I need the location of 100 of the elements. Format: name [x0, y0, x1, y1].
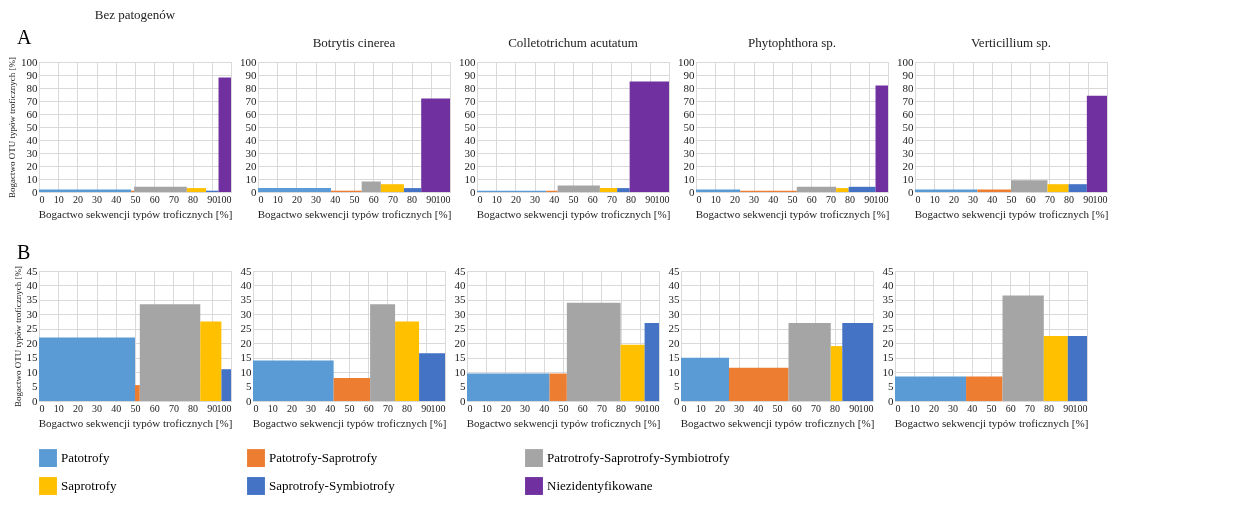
- x-tick-label: 90: [421, 402, 432, 414]
- x-axis-title: Bogactwo sekwencji typów troficznych [%]: [38, 416, 233, 429]
- x-tick-label: 40: [325, 402, 336, 414]
- y-tick-label: 50: [26, 120, 38, 133]
- x-tick-label: 10: [53, 193, 64, 205]
- y-tick-label: 100: [21, 55, 38, 68]
- x-tick-label: 20: [928, 402, 939, 414]
- y-tick-label: 30: [882, 307, 894, 320]
- legend-label: Saprotrofy: [61, 478, 118, 493]
- x-tick-label: 60: [577, 402, 588, 414]
- y-tick-label: 60: [26, 107, 38, 120]
- x-tick-label: 60: [363, 402, 374, 414]
- y-tick-label: 40: [464, 133, 476, 146]
- x-tick-label: 50: [772, 402, 783, 414]
- x-tick-label: 100: [644, 402, 660, 414]
- y-tick-label: 45: [454, 264, 466, 277]
- y-tick-label: 60: [245, 107, 257, 120]
- y-tick-label: 70: [245, 94, 257, 107]
- y-tick-label: 50: [902, 120, 914, 133]
- x-axis-title: Bogactwo sekwencji typów troficznych [%]: [894, 416, 1089, 429]
- y-tick-label: 30: [26, 307, 38, 320]
- x-tick-label: 20: [286, 402, 297, 414]
- x-tick-label: 20: [291, 193, 302, 205]
- chart-title: Botrytis cinerea: [312, 35, 396, 50]
- y-tick-label: 20: [26, 336, 38, 349]
- y-tick-label: 80: [26, 81, 38, 94]
- y-tick-label: 20: [245, 159, 257, 172]
- x-tick-label: 40: [111, 193, 122, 205]
- y-tick-label: 50: [245, 120, 257, 133]
- x-tick-label: 60: [149, 402, 160, 414]
- x-axis-title: Bogactwo sekwencji typów troficznych [%]: [476, 207, 671, 220]
- x-tick-label: 100: [216, 193, 232, 205]
- legend-label: Patotrofy: [61, 450, 110, 466]
- x-tick-label: 90: [645, 193, 656, 205]
- x-tick-label: 10: [272, 193, 283, 205]
- x-tick-label: 30: [92, 193, 103, 205]
- x-tick-label: 10: [267, 402, 278, 414]
- y-tick-label: 10: [240, 365, 252, 378]
- x-tick-label: 70: [168, 193, 179, 205]
- x-tick-label: 30: [968, 193, 979, 205]
- y-tick-label: 5: [888, 380, 894, 393]
- y-tick-label: 40: [683, 133, 695, 146]
- y-tick-label: 5: [246, 380, 252, 393]
- x-tick-label: 40: [539, 402, 550, 414]
- y-tick-label: 15: [882, 351, 894, 364]
- y-tick-label: 10: [882, 365, 894, 378]
- x-axis-title: Bogactwo sekwencji typów troficznych [%]: [38, 207, 233, 220]
- y-tick-label: 30: [454, 307, 466, 320]
- x-tick-label: 80: [830, 402, 841, 414]
- x-tick-label: 80: [188, 193, 199, 205]
- y-tick-label: 40: [454, 278, 466, 291]
- x-tick-label: 30: [530, 193, 541, 205]
- x-tick-label: 50: [986, 402, 997, 414]
- x-tick-label: 50: [130, 193, 141, 205]
- y-tick-label: 80: [464, 81, 476, 94]
- x-tick-label: 80: [402, 402, 413, 414]
- legend-label: Patrotrofy-Saprotrofy-Symbiotrofy: [547, 450, 731, 466]
- y-tick-label: 15: [668, 351, 680, 364]
- x-tick-label: 20: [948, 193, 959, 205]
- y-tick-label: 90: [26, 68, 38, 81]
- x-tick-label: 80: [407, 193, 418, 205]
- y-tick-label: 90: [245, 68, 257, 81]
- x-tick-label: 70: [1024, 402, 1035, 414]
- x-tick-label: 60: [149, 193, 160, 205]
- y-tick-label: 15: [454, 351, 466, 364]
- chart-title: Colletotrichum acutatum: [508, 35, 638, 50]
- y-tick-label: 35: [454, 293, 466, 306]
- y-tick-label: 70: [26, 94, 38, 107]
- y-tick-label: 30: [683, 146, 695, 159]
- x-tick-label: 30: [311, 193, 322, 205]
- y-tick-label: 100: [678, 55, 695, 68]
- y-tick-label: 10: [26, 172, 38, 185]
- y-tick-label: 25: [882, 322, 894, 335]
- x-tick-label: 100: [216, 402, 232, 414]
- x-tick-label: 30: [92, 402, 103, 414]
- y-tick-label: 20: [902, 159, 914, 172]
- x-tick-label: 50: [344, 402, 355, 414]
- y-axis-title: Bogactwo OTU typów troficznych [%]: [7, 57, 17, 198]
- x-tick-label: 70: [1044, 193, 1055, 205]
- y-tick-label: 35: [240, 293, 252, 306]
- chart-title: Phytophthora sp.: [747, 35, 837, 50]
- x-tick-label: 50: [787, 193, 798, 205]
- x-tick-label: 80: [626, 193, 637, 205]
- y-tick-label: 25: [668, 322, 680, 335]
- y-tick-label: 30: [668, 307, 680, 320]
- x-tick-label: 80: [1064, 193, 1075, 205]
- y-tick-label: 100: [240, 55, 257, 68]
- y-tick-label: 70: [683, 94, 695, 107]
- y-tick-label: 60: [464, 107, 476, 120]
- y-tick-label: 35: [882, 293, 894, 306]
- x-tick-label: 90: [207, 402, 218, 414]
- y-tick-label: 80: [245, 81, 257, 94]
- y-tick-label: 20: [683, 159, 695, 172]
- x-tick-label: 30: [734, 402, 745, 414]
- y-tick-label: 80: [902, 81, 914, 94]
- y-tick-label: 35: [26, 293, 38, 306]
- x-axis-title: Bogactwo sekwencji typów troficznych [%]: [914, 207, 1109, 220]
- y-tick-label: 30: [245, 146, 257, 159]
- x-tick-label: 40: [987, 193, 998, 205]
- y-tick-label: 40: [26, 133, 38, 146]
